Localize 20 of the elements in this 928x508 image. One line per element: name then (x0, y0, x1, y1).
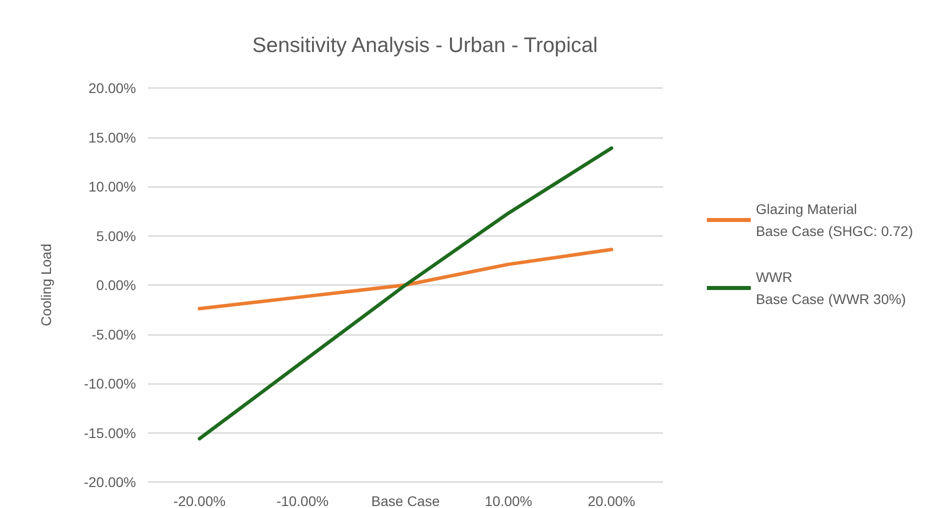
legend-label: Glazing Material Base Case (SHGC: 0.72) (756, 201, 913, 239)
legend-label: WWR Base Case (WWR 30%) (756, 269, 906, 307)
y-tick-label: -15.00% (84, 424, 136, 441)
x-tick-label: Base Case (371, 493, 440, 508)
line-series (198, 146, 614, 440)
y-tick-label: 5.00% (96, 228, 136, 244)
y-tick-label: -5.00% (92, 326, 136, 342)
chart-title: Sensitivity Analysis - Urban - Tropical (252, 34, 598, 57)
x-tick-label: -10.00% (276, 493, 329, 508)
y-tick-label: 0.00% (96, 277, 136, 293)
y-tick-label: -20.00% (84, 474, 136, 490)
y-tick-label: -10.00% (84, 376, 136, 392)
y-tick-label: 15.00% (88, 129, 136, 146)
x-tick-label: 20.00% (588, 493, 636, 508)
x-tick-label: -20.00% (173, 493, 226, 508)
y-axis-title: Cooling Load (38, 244, 54, 326)
line-series (198, 248, 614, 310)
x-tick-label: 10.00% (484, 493, 532, 508)
y-tick-label: 10.00% (88, 178, 136, 194)
y-tick-label: 20.00% (88, 80, 136, 96)
